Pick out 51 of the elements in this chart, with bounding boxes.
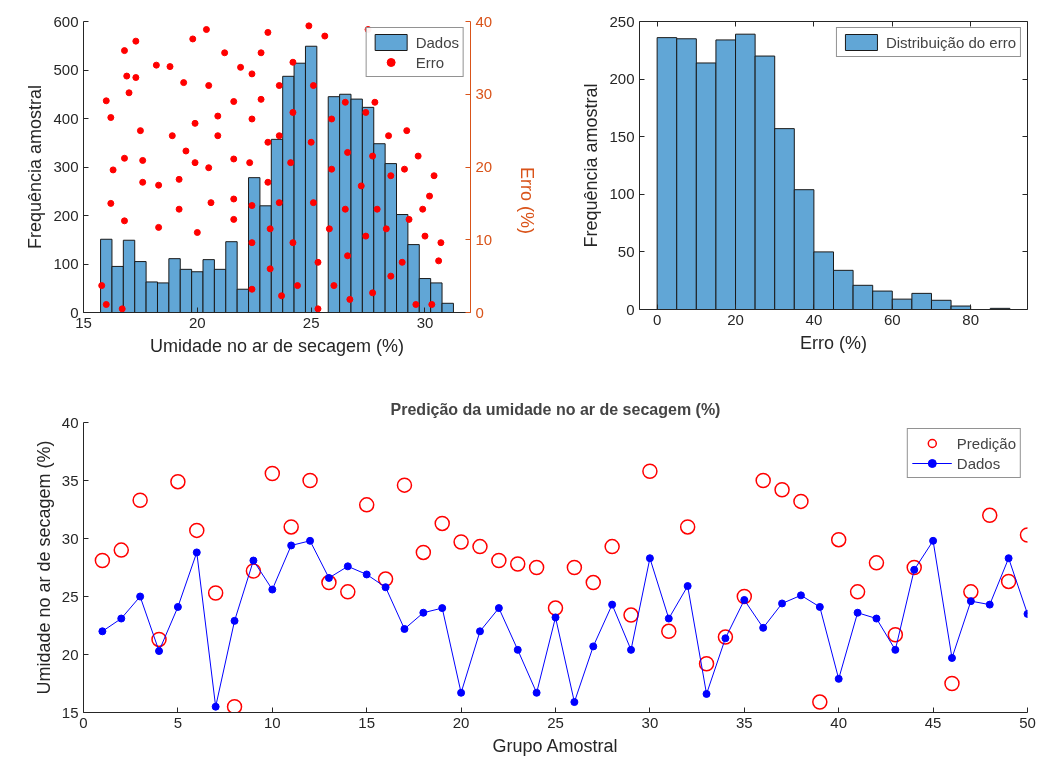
x-axis-title: Umidade no ar de secagem (%)	[149, 335, 405, 356]
x-tick-label: 5	[173, 713, 183, 731]
x-tick-label: 35	[735, 713, 753, 731]
y-tick-label: 40	[61, 413, 79, 431]
x-tick-label: 45	[924, 713, 942, 731]
y-tick-label: 150	[609, 127, 635, 145]
y-tick-label: 250	[609, 12, 635, 30]
y-tick-label: 20	[61, 645, 79, 663]
legend-label: Dados	[956, 454, 1001, 472]
y-axis-title: Frequência amostral	[581, 83, 602, 248]
legend-label: Erro	[415, 53, 444, 71]
y-tick-label: 200	[53, 206, 79, 224]
x-tick-label: 80	[962, 310, 980, 328]
x-tick-label: 0	[652, 310, 662, 328]
x-tick-label: 20	[188, 313, 206, 331]
y2-tick-label: 30	[475, 85, 493, 103]
y-tick-label: 600	[53, 12, 79, 30]
y-tick-label: 50	[617, 242, 635, 260]
legend-label: Dados	[415, 33, 459, 51]
y2-axis-title: Erro (%)	[517, 167, 538, 234]
y-tick-label: 30	[61, 529, 79, 547]
y-tick-label: 500	[53, 61, 79, 78]
y-axis-title: Frequência amostral	[25, 84, 46, 250]
y-tick-label: 200	[609, 70, 635, 88]
y-tick-label: 35	[61, 471, 79, 489]
x-tick-label: 25	[302, 313, 320, 331]
y-tick-label: 300	[53, 158, 79, 175]
x-tick-label: 60	[883, 310, 901, 328]
x-tick-label: 50	[1019, 713, 1036, 731]
y-tick-label: 100	[53, 255, 79, 272]
x-axis-title: Erro (%)	[800, 332, 867, 353]
y-tick-label: 100	[609, 185, 635, 203]
y2-tick-label: 20	[475, 158, 493, 175]
x-tick-label: 15	[358, 713, 376, 731]
x-tick-label: 30	[641, 713, 659, 731]
y-axis-title: Umidade no ar de secagem (%)	[33, 440, 54, 695]
y-tick-label: 400	[53, 109, 79, 127]
y2-tick-label: 10	[475, 230, 493, 248]
chart-title: Predição da umidade no ar de secagem (%)	[390, 400, 721, 418]
x-axis-title: Grupo Amostral	[492, 735, 618, 756]
x-tick-label: 20	[452, 713, 470, 731]
legend-label: Predição	[956, 434, 1016, 452]
y-tick-label: 25	[61, 587, 79, 605]
x-tick-label: 30	[416, 313, 434, 331]
x-tick-label: 40	[805, 310, 823, 328]
x-tick-label: 20	[727, 310, 744, 328]
x-tick-label: 10	[263, 713, 281, 731]
legend-label: Distribuição do erro	[885, 33, 1016, 51]
y2-tick-label: 40	[475, 12, 493, 30]
x-tick-label: 40	[830, 713, 848, 731]
x-tick-label: 25	[547, 713, 564, 731]
